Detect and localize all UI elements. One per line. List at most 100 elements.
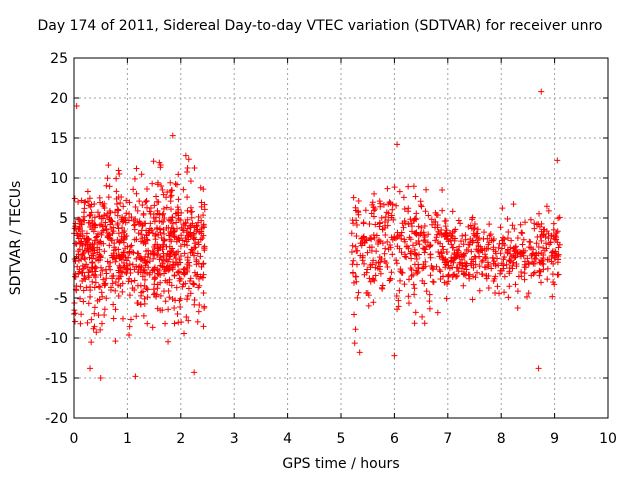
data-point bbox=[178, 253, 185, 260]
data-point bbox=[352, 204, 359, 211]
data-point bbox=[174, 311, 181, 318]
data-point bbox=[542, 240, 549, 247]
data-point bbox=[375, 259, 382, 266]
data-point bbox=[480, 235, 487, 242]
data-point bbox=[382, 213, 389, 220]
data-point bbox=[372, 272, 379, 279]
data-point bbox=[359, 240, 366, 247]
data-point bbox=[385, 246, 392, 253]
data-point bbox=[518, 268, 525, 275]
data-point bbox=[401, 238, 408, 245]
data-point bbox=[465, 246, 472, 253]
data-point bbox=[104, 213, 111, 220]
data-point bbox=[498, 245, 505, 252]
data-point bbox=[459, 232, 466, 239]
data-point bbox=[405, 208, 412, 215]
data-point bbox=[439, 186, 446, 193]
data-point bbox=[538, 279, 545, 286]
data-point bbox=[115, 253, 122, 260]
data-point bbox=[354, 247, 361, 254]
data-point bbox=[432, 237, 439, 244]
data-point bbox=[443, 295, 450, 302]
data-point bbox=[133, 165, 140, 172]
data-point bbox=[391, 352, 398, 359]
data-point bbox=[368, 236, 375, 243]
data-point bbox=[438, 250, 445, 257]
data-point bbox=[133, 236, 140, 243]
data-point bbox=[105, 194, 112, 201]
data-point bbox=[152, 236, 159, 243]
data-point bbox=[160, 250, 167, 257]
data-point bbox=[107, 259, 114, 266]
data-point bbox=[361, 260, 368, 267]
data-point bbox=[395, 303, 402, 310]
data-point bbox=[350, 220, 357, 227]
data-point bbox=[99, 267, 106, 274]
data-point bbox=[508, 237, 515, 244]
data-point bbox=[515, 273, 522, 280]
data-point bbox=[521, 276, 528, 283]
data-point bbox=[186, 262, 193, 269]
x-tick-label: 1 bbox=[123, 431, 132, 447]
data-point bbox=[474, 269, 481, 276]
data-point bbox=[169, 187, 176, 194]
data-point bbox=[548, 232, 555, 239]
data-point bbox=[520, 247, 527, 254]
data-point bbox=[93, 234, 100, 241]
data-point bbox=[367, 278, 374, 285]
data-point bbox=[442, 256, 449, 263]
data-point bbox=[527, 244, 534, 251]
data-point bbox=[447, 230, 454, 237]
data-point bbox=[162, 320, 169, 327]
data-point bbox=[150, 255, 157, 262]
data-point bbox=[126, 248, 133, 255]
data-point bbox=[86, 254, 93, 261]
data-point bbox=[138, 255, 145, 262]
data-point bbox=[141, 234, 148, 241]
data-point bbox=[102, 281, 109, 288]
data-point bbox=[195, 241, 202, 248]
data-point bbox=[163, 257, 170, 264]
data-point bbox=[398, 249, 405, 256]
data-point bbox=[124, 266, 131, 273]
data-point bbox=[400, 224, 407, 231]
data-point bbox=[556, 214, 563, 221]
data-point bbox=[483, 272, 490, 279]
data-point bbox=[426, 242, 433, 249]
data-point bbox=[175, 216, 182, 223]
data-point bbox=[150, 158, 157, 165]
data-point bbox=[523, 293, 530, 300]
data-point bbox=[372, 264, 379, 271]
data-point bbox=[131, 226, 138, 233]
data-point bbox=[155, 199, 162, 206]
data-point bbox=[80, 265, 87, 272]
data-point bbox=[165, 338, 172, 345]
data-point bbox=[184, 216, 191, 223]
data-point bbox=[169, 220, 176, 227]
data-point bbox=[138, 231, 145, 238]
data-point bbox=[156, 159, 163, 166]
data-point bbox=[411, 261, 418, 268]
data-point bbox=[415, 223, 422, 230]
data-point bbox=[551, 281, 558, 288]
data-point bbox=[197, 184, 204, 191]
data-point bbox=[97, 272, 104, 279]
data-point bbox=[476, 235, 483, 242]
data-point bbox=[116, 170, 123, 177]
data-point bbox=[98, 320, 105, 327]
data-point bbox=[348, 230, 355, 237]
data-point bbox=[200, 271, 207, 278]
data-point bbox=[407, 265, 414, 272]
data-point bbox=[109, 280, 116, 287]
data-point bbox=[112, 338, 119, 345]
data-point bbox=[100, 276, 107, 283]
data-point bbox=[487, 231, 494, 238]
data-point bbox=[429, 221, 436, 228]
data-point bbox=[128, 242, 135, 249]
data-point bbox=[544, 256, 551, 263]
data-point bbox=[123, 197, 130, 204]
data-point bbox=[71, 195, 78, 202]
data-point bbox=[433, 211, 440, 218]
data-point bbox=[543, 203, 550, 210]
data-point bbox=[151, 251, 158, 258]
